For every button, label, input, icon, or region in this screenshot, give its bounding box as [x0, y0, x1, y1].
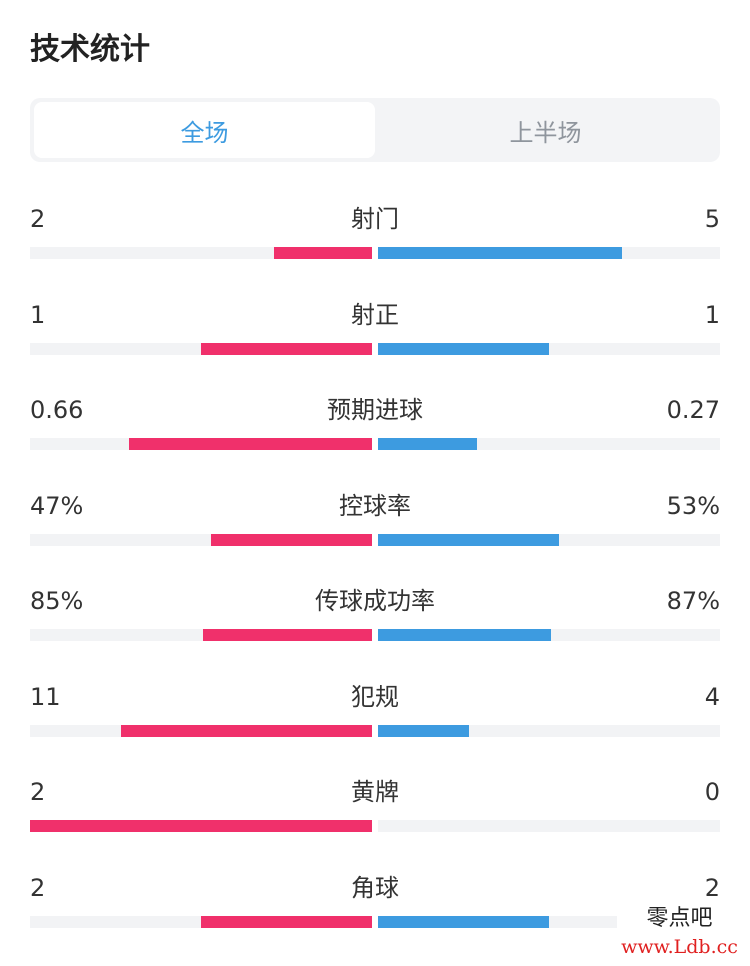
home-bar: [211, 533, 372, 546]
stat-row-possession: 47% 控球率 53%: [30, 477, 720, 573]
watermark-name: 零点吧: [646, 906, 713, 931]
home-bar-track: [30, 724, 372, 737]
home-bar: [201, 915, 372, 928]
away-value: 87%: [666, 587, 720, 615]
stat-row-expected-goals: 0.66 预期进球 0.27: [30, 381, 720, 477]
home-value: 11: [30, 682, 61, 711]
away-bar: [378, 438, 478, 450]
tab-first-half[interactable]: 上半场: [509, 118, 582, 147]
home-value: 47%: [30, 491, 84, 520]
home-bar: [30, 820, 372, 832]
stat-row-shots: 2 射门 5: [30, 190, 720, 286]
away-bar: [378, 724, 470, 737]
stat-label: 射正: [351, 300, 399, 329]
away-bar-track: [378, 629, 720, 641]
away-bar: [378, 342, 549, 355]
away-bar-track: [378, 724, 720, 737]
away-bar: [378, 533, 560, 546]
watermark-logo: 零点吧 www.Ldb.cc: [617, 902, 742, 962]
home-bar-track: [30, 247, 372, 259]
home-bar: [274, 247, 372, 259]
away-bar-track: [378, 820, 720, 832]
home-value: 1: [30, 300, 46, 329]
home-bar-track: [30, 915, 372, 928]
home-value: 2: [30, 205, 46, 233]
home-bar-track: [30, 820, 372, 832]
away-bar: [378, 247, 623, 259]
away-value: 2: [704, 873, 720, 902]
home-bar: [203, 629, 372, 641]
stats-list: 2 射门 5 1 射正 1 0.66 预期进球 0.27 47% 控球率 53%…: [30, 190, 720, 954]
away-value: 53%: [666, 491, 720, 520]
stat-row-corners: 2 角球 2: [30, 859, 720, 955]
home-value: 0.66: [30, 396, 84, 424]
home-value: 2: [30, 778, 46, 806]
home-bar-track: [30, 438, 372, 450]
home-value: 85%: [30, 587, 84, 615]
away-bar-track: [378, 247, 720, 259]
tab-full-match[interactable]: 全场: [34, 102, 375, 158]
away-bar-track: [378, 438, 720, 450]
home-bar-track: [30, 533, 372, 546]
away-bar: [378, 915, 549, 928]
away-bar-track: [378, 342, 720, 355]
stat-label: 控球率: [339, 491, 411, 520]
stat-row-pass-accuracy: 85% 传球成功率 87%: [30, 572, 720, 668]
home-value: 2: [30, 873, 46, 902]
home-bar-track: [30, 629, 372, 641]
stat-label: 犯规: [351, 682, 399, 711]
away-value: 0: [704, 778, 720, 806]
away-value: 5: [704, 205, 720, 233]
home-bar: [129, 438, 372, 450]
stat-label: 传球成功率: [315, 587, 435, 615]
stat-row-fouls: 11 犯规 4: [30, 668, 720, 764]
stat-label: 角球: [351, 873, 399, 902]
away-bar: [378, 629, 552, 641]
stat-label: 黄牌: [351, 778, 399, 806]
home-bar: [201, 342, 372, 355]
period-tabs: 全场 上半场: [30, 98, 720, 162]
stat-label: 预期进球: [327, 396, 423, 424]
watermark-url: www.Ldb.cc: [621, 936, 738, 958]
home-bar: [121, 724, 372, 737]
stat-label: 射门: [351, 205, 399, 233]
page-title: 技术统计: [30, 32, 150, 67]
away-value: 4: [704, 682, 720, 711]
stat-row-shots-on-target: 1 射正 1: [30, 286, 720, 382]
stat-row-yellow-cards: 2 黄牌 0: [30, 763, 720, 859]
home-bar-track: [30, 342, 372, 355]
away-value: 0.27: [666, 396, 720, 424]
away-bar-track: [378, 533, 720, 546]
away-value: 1: [704, 300, 720, 329]
